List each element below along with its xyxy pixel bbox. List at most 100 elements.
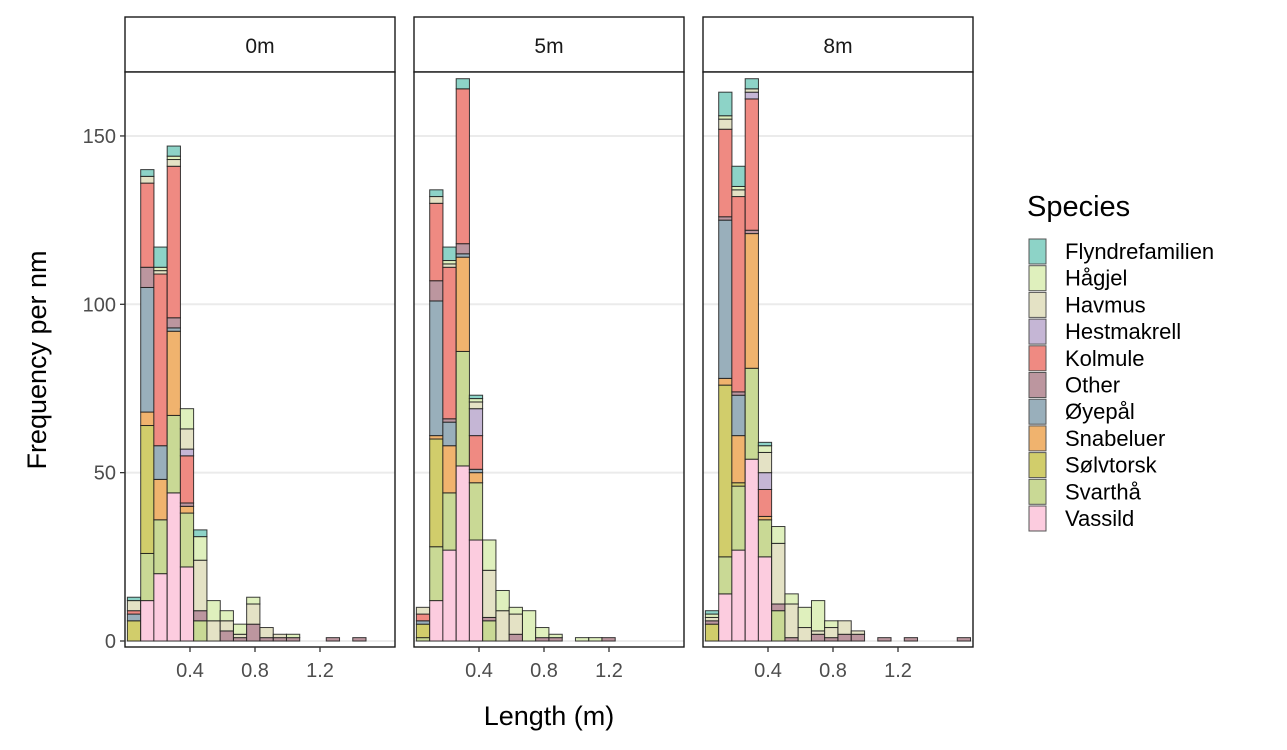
bar-segment-svarthå <box>757 519 773 558</box>
bar-segment-svarthå <box>153 519 168 575</box>
bar-segment-flyndrefamilien <box>166 145 181 157</box>
legend-swatch <box>1028 452 1047 479</box>
bar-segment-hågjel <box>718 115 733 120</box>
bar-segment-øyepål <box>718 219 733 379</box>
bar-segment-svarthå <box>468 482 484 541</box>
bar-segment-øyepål <box>442 421 457 447</box>
bar-segment-kolmule <box>140 182 155 268</box>
bar-segment-hågjel <box>442 260 457 265</box>
bar-segment-flyndrefamilien <box>718 91 733 117</box>
bar-segment-havmus <box>797 627 812 642</box>
bar-segment-vassild <box>718 593 733 642</box>
legend-item: Hågjel <box>1028 265 1127 292</box>
facet-0m: 0m 0.4 0.8 1.2 <box>124 16 396 682</box>
bar-segment-svarthå <box>482 620 497 642</box>
bar-segment-havmus <box>166 159 181 167</box>
x-tick-label: 1.2 <box>884 660 912 682</box>
bar-segment-vassild <box>166 492 181 642</box>
bar-segment-kolmule <box>468 435 484 470</box>
legend-label: Svarthå <box>1065 479 1142 504</box>
y-tick-label: 100 <box>83 294 116 316</box>
bar-segment-other <box>956 637 972 642</box>
bar-segment-havmus <box>126 600 142 612</box>
legend-swatch <box>1028 318 1047 345</box>
bar-segment-havmus <box>206 620 221 642</box>
legend-item: Øyepål <box>1028 398 1135 425</box>
legend-item: Kolmule <box>1028 345 1144 372</box>
bar-segment-flyndrefamilien <box>442 246 457 262</box>
legend-swatch <box>1028 425 1047 452</box>
x-tick-label: 0.4 <box>465 660 493 682</box>
bar-segment-havmus <box>784 603 799 639</box>
bar-segment-svarthå <box>140 552 155 602</box>
bar-segment-øyepål <box>153 445 168 480</box>
bar-segment-hågjel <box>219 610 234 622</box>
bar-segment-havmus <box>850 630 866 635</box>
panel-border <box>413 71 685 648</box>
bar-segment-other <box>824 637 839 642</box>
bar-segment-svarthå <box>429 546 444 602</box>
legend-swatch <box>1028 505 1047 532</box>
bar-segment-sølvtorsk <box>704 623 720 642</box>
bar-segment-other <box>771 603 786 612</box>
bar-segment-øyepål <box>140 286 155 413</box>
bar-segment-hågjel <box>232 623 248 635</box>
bar-segment-flyndrefamilien <box>744 78 759 90</box>
bar-segment-flyndrefamilien <box>140 169 155 177</box>
facet-strip-label: 8m <box>823 35 852 58</box>
bar-segment-havmus <box>153 270 168 275</box>
bar-segment-hestmakrell <box>744 91 759 100</box>
bar-segment-snabeluer <box>455 256 470 352</box>
x-axis-title: Length (m) <box>484 701 615 731</box>
bar-segment-havmus <box>232 633 248 639</box>
bar-segment-svarthå <box>718 556 733 595</box>
y-tick-label: 0 <box>105 631 116 653</box>
bar-segment-kolmule <box>718 128 733 218</box>
bar-segment-øyepål <box>455 253 470 258</box>
facet-strip-label: 5m <box>534 35 563 58</box>
x-tick-label: 0.4 <box>754 660 782 682</box>
bar-segment-hågjel <box>548 633 563 639</box>
legend-label: Other <box>1065 373 1120 398</box>
bar-segment-flyndrefamilien <box>429 189 444 198</box>
bar-segment-flyndrefamilien <box>126 596 142 602</box>
bar-segment-havmus <box>731 189 746 198</box>
y-axis: 0 50 100 150 <box>83 126 125 653</box>
bar-segment-snabeluer <box>731 435 746 484</box>
bar-segment-other <box>810 633 826 642</box>
bar-segment-svarthå <box>193 620 208 642</box>
bar-segment-snabeluer <box>468 472 484 484</box>
facet-panels: 0m 0.4 0.8 1.2 5m 0.4 0.8 1.2 8m 0.4 0.8 1.2 <box>124 16 974 682</box>
bar-segment-other <box>731 391 746 396</box>
bar-segment-hågjel <box>521 610 537 642</box>
legend-swatch <box>1028 291 1047 318</box>
bar-segment-hestmakrell <box>179 448 195 457</box>
legend-item: Svarthå <box>1028 478 1142 505</box>
bar-segment-hågjel <box>495 589 510 612</box>
bar-segment-kolmule <box>415 613 431 622</box>
bar-segment-vassild <box>757 556 773 642</box>
bar-segment-havmus <box>837 620 852 635</box>
bar-segment-hågjel <box>784 593 799 605</box>
bar-segment-havmus <box>272 633 288 639</box>
bar-segment-øyepål <box>126 613 142 622</box>
bar-segment-sølvtorsk <box>415 623 431 639</box>
bar-segment-øyepål <box>468 468 484 474</box>
bar-segment-svarthå <box>731 485 746 551</box>
bar-segment-other <box>535 637 550 642</box>
bar-segment-flyndrefamilien <box>731 165 746 187</box>
bar-segment-hågjel <box>797 606 812 629</box>
legend-item: Flyndrefamilien <box>1028 238 1214 265</box>
bar-segment-other <box>601 637 616 642</box>
x-tick-label: 1.2 <box>595 660 623 682</box>
bar-segment-other <box>442 418 457 423</box>
bar-segment-havmus <box>482 569 497 618</box>
bar-segment-other <box>232 637 248 642</box>
bar-segment-other <box>508 633 523 642</box>
bar-segment-vassild <box>455 465 470 642</box>
bar-segment-snabeluer <box>166 330 181 416</box>
bar-segment-havmus <box>771 542 786 605</box>
legend-item: Snabeluer <box>1028 425 1165 452</box>
bar-segment-havmus <box>140 175 155 184</box>
